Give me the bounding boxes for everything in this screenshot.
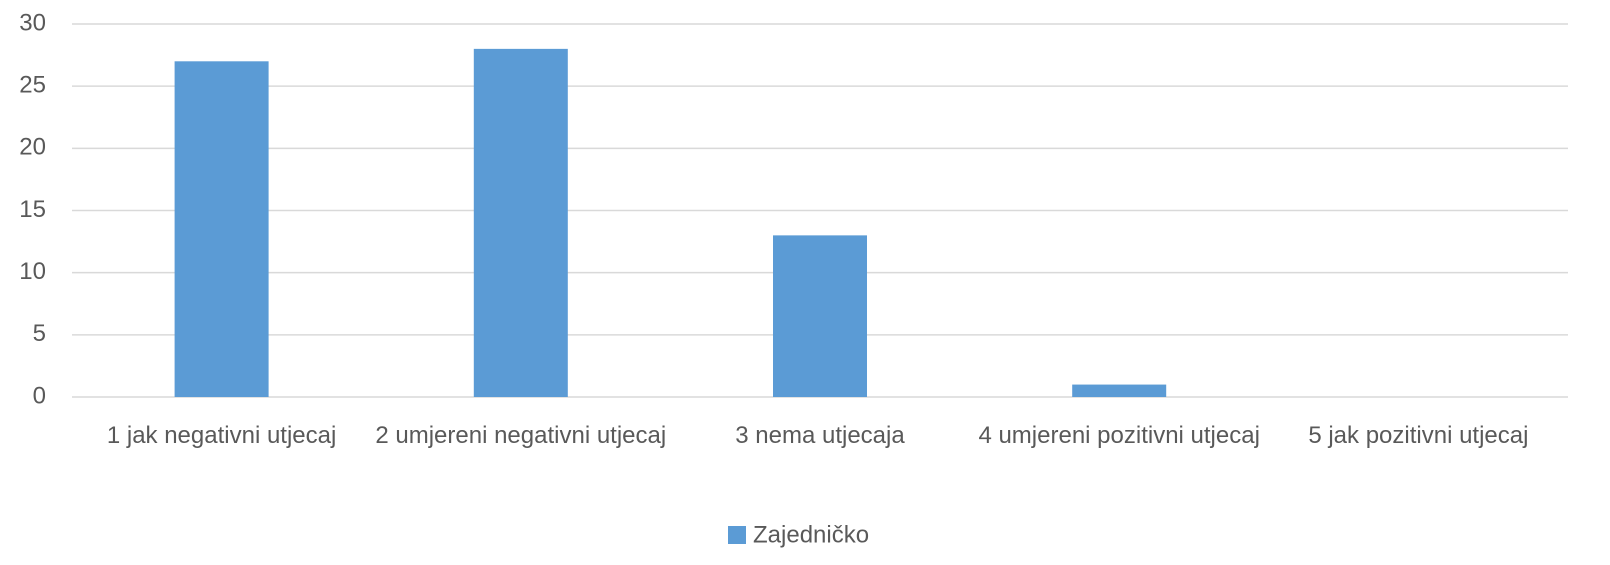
x-tick-label: 5 jak pozitivni utjecaj	[1308, 422, 1529, 449]
x-tick-label: 3 nema utjecaja	[735, 422, 905, 449]
x-tick-label: 2 umjereni negativni utjecaj	[375, 422, 667, 449]
bar	[773, 235, 867, 397]
y-tick-label: 10	[19, 258, 46, 285]
x-tick-label: 4 umjereni pozitivni utjecaj	[978, 422, 1260, 449]
legend-label: Zajedničko	[753, 521, 869, 548]
y-tick-label: 0	[33, 382, 46, 409]
bar	[174, 61, 269, 398]
y-tick-label: 15	[19, 196, 46, 223]
bar	[1072, 384, 1167, 397]
legend-swatch	[728, 526, 746, 544]
x-tick-label: 1 jak negativni utjecaj	[106, 422, 337, 449]
bar	[473, 48, 568, 397]
y-tick-label: 20	[19, 134, 46, 161]
y-tick-label: 25	[19, 72, 46, 99]
y-tick-label: 5	[33, 320, 46, 347]
y-tick-label: 30	[19, 9, 46, 36]
